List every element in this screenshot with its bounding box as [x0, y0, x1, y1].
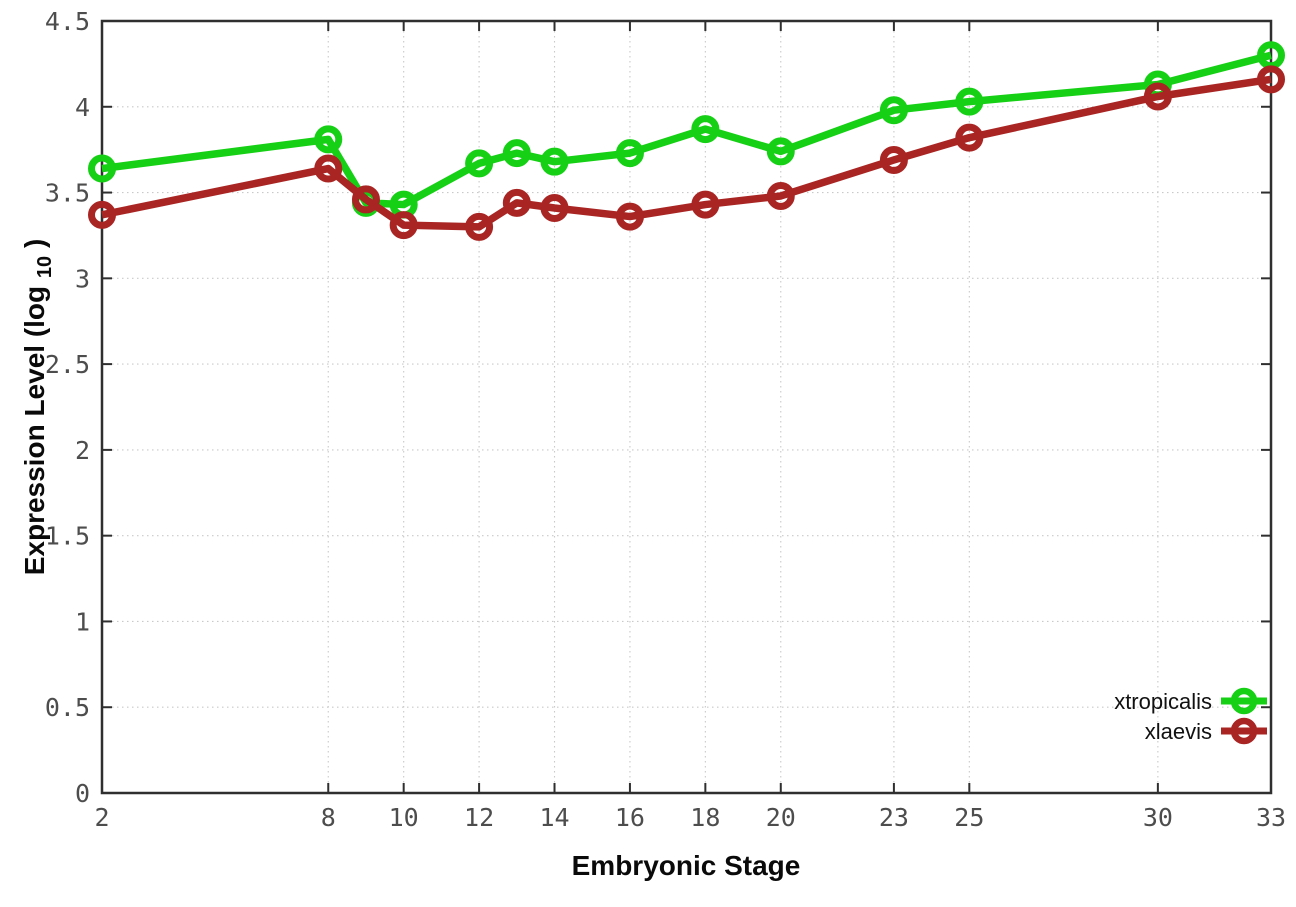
y-tick-label: 1 [75, 607, 90, 636]
series-xlaevis-point [615, 202, 644, 231]
x-tick-label: 12 [464, 803, 494, 832]
series-xtropicalis-point [955, 87, 984, 116]
y-tick-label: 2 [75, 436, 90, 465]
y-axis-label-end: ) [19, 239, 50, 248]
series-xtropicalis-point [88, 154, 116, 183]
series-xtropicalis-point [465, 149, 494, 178]
legend-marker-xtropicalis [1230, 687, 1258, 715]
series-xlaevis-point [1257, 65, 1285, 94]
series-xtropicalis-point [766, 137, 795, 166]
x-axis-label: Embryonic Stage [572, 850, 801, 881]
x-tick-label: 20 [766, 803, 796, 832]
x-tick-label: 10 [389, 803, 419, 832]
series-xlaevis-point [88, 200, 116, 229]
series-xtropicalis-point [540, 147, 569, 176]
legend-label-xtropicalis: xtropicalis [1114, 689, 1212, 714]
series-xlaevis-point [955, 123, 984, 152]
x-tick-label: 2 [94, 803, 109, 832]
x-tick-label: 30 [1143, 803, 1173, 832]
x-tick-label: 23 [879, 803, 909, 832]
series-xtropicalis [88, 41, 1285, 219]
series-xlaevis [88, 65, 1285, 241]
data-series [88, 41, 1285, 241]
series-xlaevis-point [691, 190, 720, 219]
y-tick-label: 0.5 [45, 693, 90, 722]
series-xlaevis-point [351, 185, 380, 214]
x-tick-label: 16 [615, 803, 645, 832]
x-tick-label: 33 [1256, 803, 1286, 832]
series-xtropicalis-point [615, 139, 644, 168]
axes-and-ticks [100, 19, 1273, 795]
y-axis-label-main: Expression Level (log [19, 286, 50, 575]
x-tick-label: 18 [690, 803, 720, 832]
grid-lines [102, 21, 1271, 793]
series-xlaevis-point [540, 193, 569, 222]
tick-labels: 2 8 10 12 14 16 18 20 23 25 30 33 0 0.5 1 1.5 2 2.5 3 3.5 4 4… [45, 7, 1286, 832]
x-tick-label: 25 [954, 803, 984, 832]
y-tick-label: 3 [75, 264, 90, 293]
series-xtropicalis-point [314, 125, 343, 154]
x-tick-label: 14 [539, 803, 569, 832]
y-tick-label: 0 [75, 779, 90, 808]
series-xlaevis-point [502, 188, 531, 217]
x-tick-label: 8 [321, 803, 336, 832]
plot-border [100, 19, 1273, 795]
series-xtropicalis-point [879, 96, 908, 125]
series-xlaevis-point [879, 145, 908, 174]
y-tick-label: 2.5 [45, 350, 90, 379]
y-tick-label: 1.5 [45, 522, 90, 551]
series-xlaevis-point [389, 211, 418, 240]
series-xlaevis-line [101, 75, 1272, 231]
series-xlaevis-point [314, 154, 343, 183]
series-xlaevis-point [766, 181, 795, 210]
series-xlaevis-point [465, 212, 494, 241]
series-xtropicalis-point [502, 139, 531, 168]
legend: xtropicalis xlaevis [1114, 687, 1267, 745]
legend-entry-xlaevis: xlaevis [1145, 717, 1267, 745]
legend-entry-xtropicalis: xtropicalis [1114, 687, 1267, 715]
y-tick-label: 4 [75, 93, 90, 122]
series-xtropicalis-point [691, 115, 720, 144]
series-xlaevis-point [1143, 82, 1172, 111]
legend-label-xlaevis: xlaevis [1145, 719, 1212, 744]
y-axis-label: Expression Level (log 10 ) [19, 239, 57, 576]
legend-marker-xlaevis [1230, 717, 1258, 745]
y-axis-label-subscript: 10 [34, 256, 56, 278]
y-tick-label: 3.5 [45, 179, 90, 208]
y-tick-label: 4.5 [45, 7, 90, 36]
